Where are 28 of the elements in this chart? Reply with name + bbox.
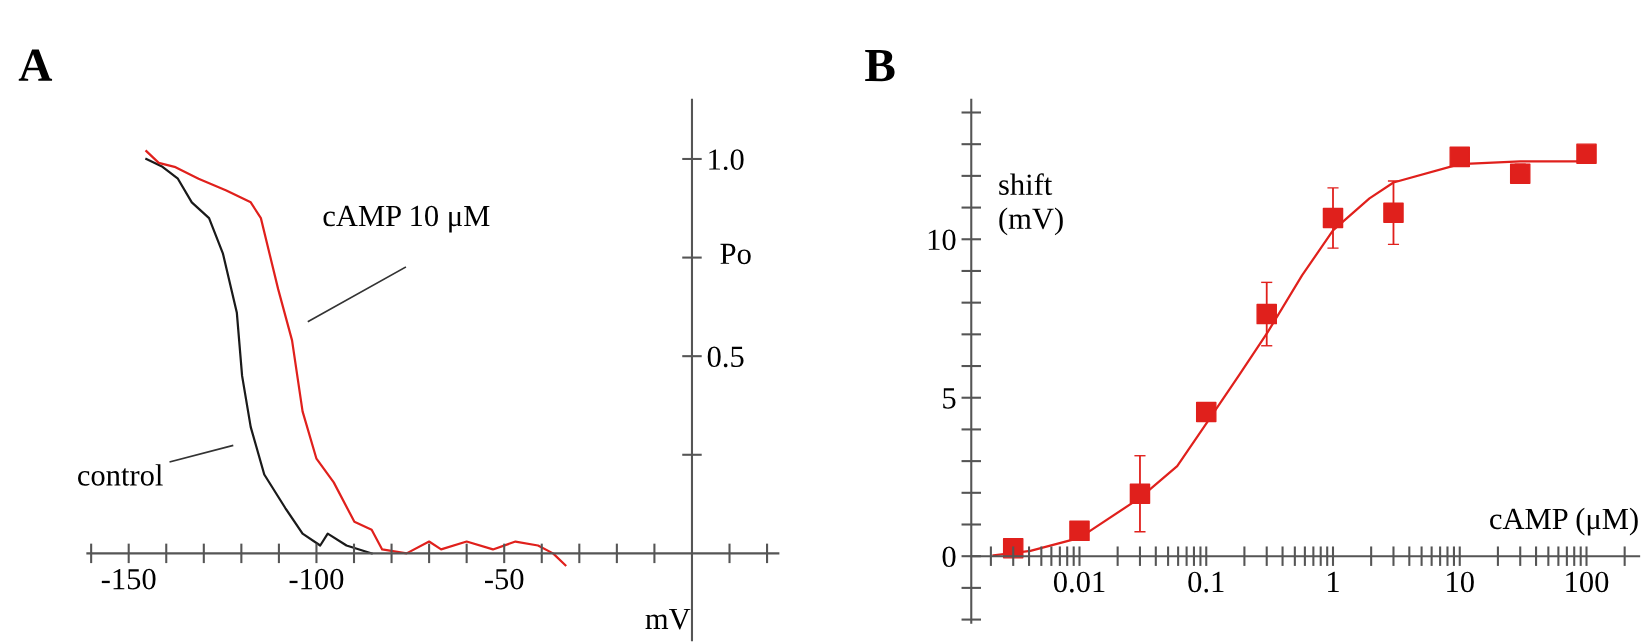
- annotation: cAMP 10 μM: [323, 205, 490, 233]
- x-tick-label: -50: [484, 568, 524, 590]
- y-tick-label: 5: [943, 388, 956, 409]
- x-tick-label: -150: [101, 568, 156, 590]
- x-tick-label: 1: [1328, 571, 1339, 592]
- point: [1383, 202, 1404, 223]
- y-tick-label: 0: [942, 546, 956, 568]
- point: [1129, 483, 1151, 505]
- x-tick-label: 100: [1566, 571, 1609, 593]
- point: [1322, 207, 1344, 229]
- x-tick-label: 0.1: [1188, 571, 1224, 593]
- x-tick-label: -100: [289, 568, 344, 590]
- annotation: control: [78, 464, 163, 486]
- point: [1449, 146, 1471, 168]
- point: [1576, 143, 1597, 164]
- x-tick-label: 10: [1447, 571, 1474, 593]
- x-tick-label: 0.01: [1053, 571, 1105, 593]
- x-axis-title: mV: [645, 608, 691, 630]
- point: [1256, 303, 1277, 325]
- point: [1195, 401, 1217, 423]
- chart-title: A: [18, 49, 53, 81]
- y-tick-label: 0.5: [707, 346, 744, 368]
- chart-title: B: [865, 50, 895, 82]
- y-axis-title: shift (mV): [999, 173, 1063, 236]
- x-axis-title: cAMP (μM): [1490, 507, 1638, 536]
- y-tick-label: 10: [928, 229, 956, 251]
- y-axis-title: Po: [720, 243, 751, 265]
- y-tick-label: 1.0: [709, 149, 744, 171]
